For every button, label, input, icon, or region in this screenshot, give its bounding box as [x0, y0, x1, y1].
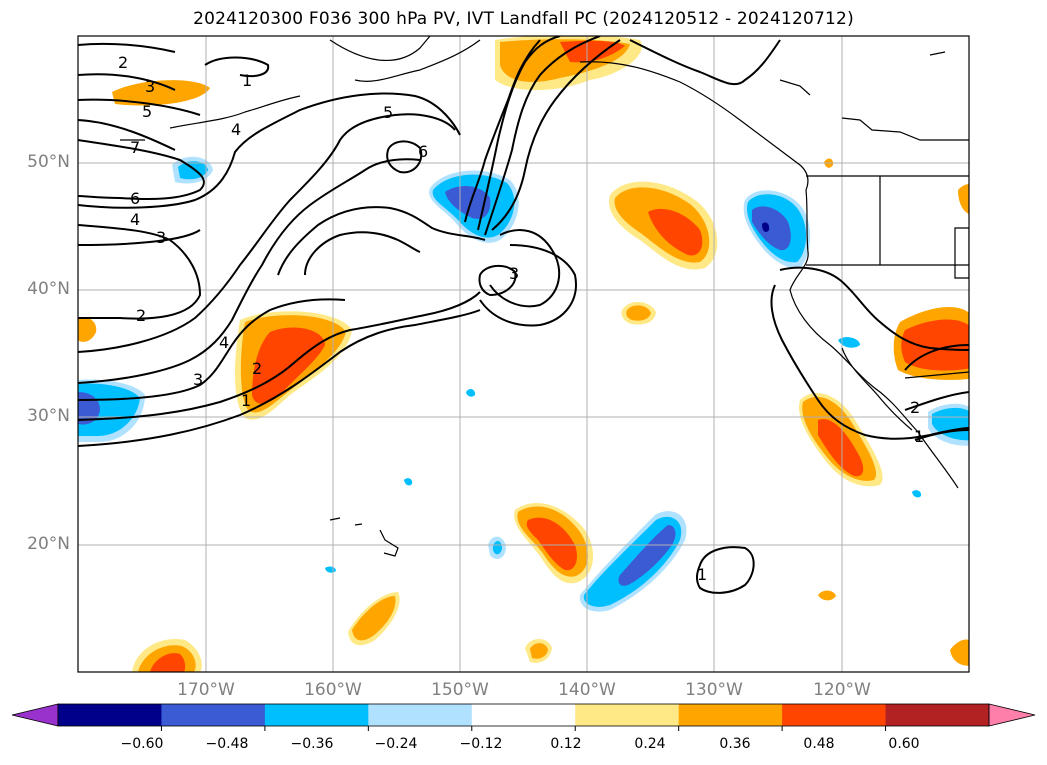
pc-shading-layer [78, 36, 969, 672]
lon-label: 160°W [304, 680, 362, 700]
colorbar-tick-label: 0.60 [888, 736, 920, 752]
colorbar [11, 703, 1036, 731]
positive-anomaly-blob [132, 639, 202, 672]
colorbar-segment [782, 704, 887, 726]
lon-label: 140°W [558, 680, 616, 700]
lon-label: 130°W [685, 680, 743, 700]
lat-label: 20°N [27, 534, 70, 554]
contour-label: 6 [418, 142, 428, 161]
negative-anomaly-blob [928, 403, 969, 446]
positive-anomaly-blob [78, 158, 969, 666]
positive-anomaly-blob [348, 592, 400, 646]
lon-label: 170°W [177, 680, 235, 700]
colorbar-segment [885, 704, 990, 726]
gridlines [78, 36, 969, 672]
negative-anomaly-blob [579, 511, 687, 612]
map-frame [77, 35, 970, 673]
lat-label: 40°N [27, 279, 70, 299]
contour-labels: 2 3 5 7 6 4 3 2 1 4 5 6 3 4 2 3 1 1 2 1 [118, 53, 924, 584]
colorbar-extend-low [11, 703, 59, 727]
contour-label: 4 [219, 333, 229, 352]
colorbar-segment [471, 704, 576, 726]
contour-label: 2 [252, 359, 262, 378]
colorbar-tick-label: −0.36 [290, 736, 334, 752]
contour-label: 3 [509, 264, 519, 283]
contour-label: 2 [910, 398, 920, 417]
colorbar-outline [57, 703, 990, 727]
pv-contours [78, 36, 969, 594]
contour-label: 1 [242, 71, 252, 90]
positive-anomaly-blob [514, 502, 594, 584]
negative-anomaly-blob [743, 190, 811, 269]
positive-anomaly-blob [525, 639, 552, 663]
negative-anomaly-blob [429, 170, 519, 243]
contour-label: 5 [383, 103, 393, 122]
colorbar-segment [264, 704, 369, 726]
map-title: 2024120300 F036 300 hPa PV, IVT Landfall… [193, 9, 854, 29]
colorbar-segment [678, 704, 783, 726]
colorbar-tick-label: 0.48 [803, 736, 835, 752]
contour-label: 4 [231, 120, 241, 139]
lon-label: 150°W [431, 680, 489, 700]
colorbar-segment [58, 704, 162, 726]
colorbar-tick-label: 0.12 [550, 736, 582, 752]
lat-label: 30°N [27, 406, 70, 426]
contour-label: 7 [130, 138, 140, 157]
positive-anomaly-blob [235, 311, 352, 420]
negative-anomaly-blob [78, 379, 145, 442]
colorbar-tick-label: −0.12 [459, 736, 503, 752]
colorbar-segment [161, 704, 266, 726]
positive-anomaly-blob [621, 301, 656, 325]
colorbar-segment [368, 704, 473, 726]
colorbar-tick-label: 0.24 [634, 736, 666, 752]
positive-anomaly-blob [112, 80, 210, 106]
colorbar-tick-label: −0.24 [374, 736, 418, 752]
colorbar-extend-high [988, 703, 1036, 727]
contour-label: 1 [914, 427, 924, 446]
contour-label: 4 [130, 210, 140, 229]
colorbar-tick-label: −0.48 [205, 736, 249, 752]
lon-label: 120°W [813, 680, 871, 700]
contour-label: 3 [156, 228, 166, 247]
positive-anomaly-blob [609, 181, 718, 270]
positive-anomaly-blob [495, 36, 642, 91]
positive-anomaly-blob [799, 392, 883, 487]
contour-label: 6 [130, 189, 140, 208]
coastlines [120, 36, 969, 557]
colorbar-tick-label: 0.36 [719, 736, 751, 752]
lat-label: 50°N [27, 152, 70, 172]
contour-label: 2 [136, 306, 146, 325]
contour-label: 1 [241, 391, 251, 410]
contour-label: 2 [118, 53, 128, 72]
contour-label: 3 [145, 77, 155, 96]
contour-label: 1 [697, 565, 707, 584]
contour-label: 3 [193, 370, 203, 389]
colorbar-segment [575, 704, 680, 726]
contour-label: 5 [142, 102, 152, 121]
colorbar-tick-label: −0.60 [120, 736, 164, 752]
